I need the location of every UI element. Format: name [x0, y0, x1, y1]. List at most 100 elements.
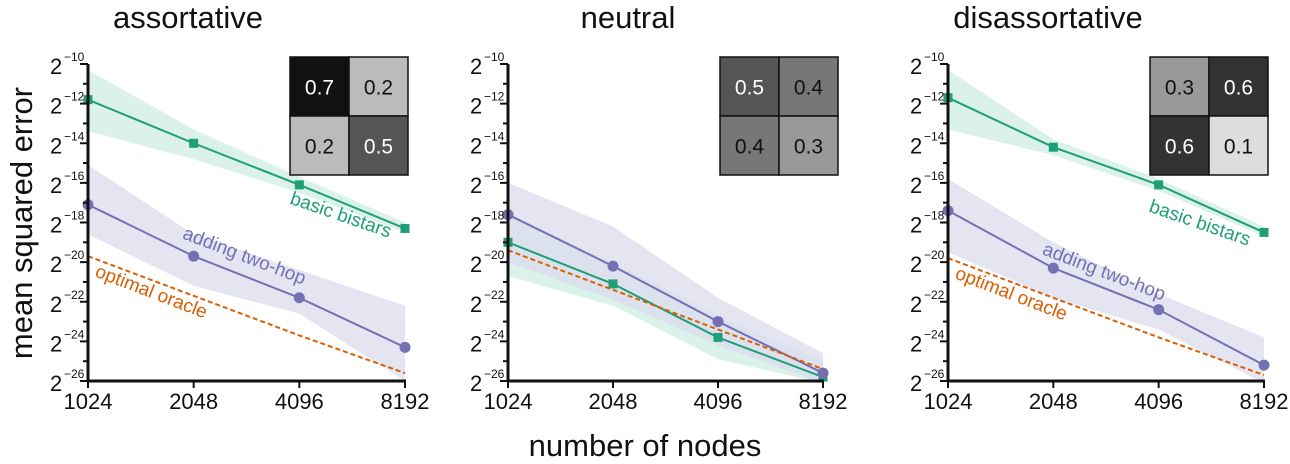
inset-matrix-cell	[719, 115, 780, 176]
y-tick-label: 2	[50, 213, 62, 238]
y-tick-label: 2	[470, 173, 482, 198]
circle-marker	[1047, 262, 1059, 274]
inset-matrix-cell	[778, 115, 839, 176]
y-tick-exponent: −20	[64, 248, 85, 262]
y-tick-label: 2	[910, 213, 922, 238]
y-tick-label: 2	[910, 292, 922, 317]
x-tick-label: 4096	[275, 389, 324, 414]
y-tick-exponent: −14	[924, 129, 945, 143]
inset-matrix-cell	[348, 56, 409, 117]
band-basic-bistars	[948, 69, 1264, 237]
inset-matrix-cell	[348, 115, 409, 176]
square-marker	[189, 138, 199, 148]
square-marker	[1048, 142, 1058, 152]
x-tick-label: 2048	[589, 389, 638, 414]
panel-title-assortative: assortative	[113, 0, 263, 35]
inset-matrix-cell	[719, 56, 780, 117]
line-adding-two-hop	[947, 209, 1265, 367]
y-tick-label: 2	[470, 252, 482, 277]
y-tick-label: 2	[470, 54, 482, 79]
line-basic-bistars	[947, 96, 1265, 234]
line-optimal-oracle	[87, 255, 406, 375]
y-tick-exponent: −10	[924, 50, 945, 64]
y-tick-exponent: −26	[484, 367, 505, 381]
y-tick-exponent: −24	[924, 327, 945, 341]
y-tick-exponent: −16	[924, 169, 945, 183]
circle-marker	[399, 341, 411, 353]
y-tick-label: 2	[50, 173, 62, 198]
y-tick-label: 2	[470, 133, 482, 158]
circle-marker	[607, 260, 619, 272]
circle-marker	[1153, 304, 1165, 316]
x-tick-label: 1024	[924, 389, 973, 414]
y-tick-exponent: −10	[64, 50, 85, 64]
y-tick-exponent: −26	[64, 367, 85, 381]
y-tick-exponent: −12	[64, 90, 85, 104]
inset-matrix-value: 0.2	[305, 136, 334, 159]
y-tick-exponent: −22	[924, 288, 945, 302]
y-tick-label: 2	[50, 331, 62, 356]
band-adding-two-hop	[508, 182, 823, 383]
y-tick-exponent: −20	[484, 248, 505, 262]
x-tick-label: 1024	[484, 389, 533, 414]
y-tick-label: 2	[50, 94, 62, 119]
circle-marker	[293, 292, 305, 304]
y-tick-label: 2	[470, 213, 482, 238]
y-tick-exponent: −18	[924, 209, 945, 223]
y-tick-label: 2	[910, 94, 922, 119]
x-tick-label: 2048	[169, 389, 218, 414]
inset-matrix-value: 0.1	[1224, 136, 1253, 159]
inset-matrix-value: 0.4	[735, 136, 765, 159]
square-marker	[713, 332, 723, 342]
y-tick-label: 2	[910, 133, 922, 158]
y-tick-label: 2	[50, 292, 62, 317]
band-adding-two-hop	[88, 165, 405, 381]
x-axis-label: number of nodes	[528, 428, 762, 463]
y-tick-label: 2	[470, 371, 482, 396]
y-tick-label: 2	[50, 54, 62, 79]
y-tick-label: 2	[910, 331, 922, 356]
y-tick-exponent: −14	[484, 129, 505, 143]
inset-matrix-value: 0.4	[794, 77, 824, 100]
line-adding-two-hop	[87, 203, 406, 349]
y-tick-label: 2	[470, 331, 482, 356]
line-adding-two-hop	[507, 213, 824, 374]
plot-assortative: 2 −102 −122 −142 −162 −182 −202 −222 −242 −261024…	[50, 50, 1289, 414]
band-adding-two-hop	[948, 178, 1264, 383]
inset-matrix-cell	[1208, 56, 1269, 117]
inset-matrix-value: 0.3	[794, 136, 823, 159]
y-tick-exponent: −18	[64, 209, 85, 223]
inset-matrix-cell	[1149, 115, 1210, 176]
y-tick-label: 2	[910, 54, 922, 79]
inset-matrix-cell	[1208, 115, 1269, 176]
y-tick-label: 2	[910, 173, 922, 198]
inset-matrix-value: 0.6	[1165, 136, 1194, 159]
inset-matrix-value: 0.3	[1165, 77, 1194, 100]
panel-title-neutral: neutral	[580, 0, 676, 35]
square-marker	[1259, 227, 1269, 237]
line-optimal-oracle	[947, 257, 1265, 376]
band-basic-bistars	[88, 69, 405, 233]
line-optimal-oracle	[507, 249, 824, 371]
x-tick-label: 1024	[64, 389, 113, 414]
y-tick-label: 2	[470, 94, 482, 119]
y-tick-exponent: −22	[484, 288, 505, 302]
y-tick-exponent: −26	[924, 367, 945, 381]
x-tick-label: 8192	[1240, 389, 1289, 414]
circle-marker	[188, 250, 200, 262]
panel-title-disassortative: disassortative	[953, 0, 1143, 35]
y-tick-label: 2	[910, 371, 922, 396]
x-tick-label: 8192	[799, 389, 848, 414]
y-tick-exponent: −22	[64, 288, 85, 302]
y-tick-label: 2	[910, 252, 922, 277]
circle-marker	[712, 316, 724, 328]
square-marker	[400, 223, 410, 233]
y-tick-exponent: −20	[924, 248, 945, 262]
y-tick-exponent: −16	[484, 169, 505, 183]
y-tick-exponent: −24	[64, 327, 85, 341]
y-tick-exponent: −12	[484, 90, 505, 104]
inset-matrix-value: 0.7	[305, 77, 334, 100]
y-tick-exponent: −18	[484, 209, 505, 223]
y-tick-label: 2	[50, 133, 62, 158]
